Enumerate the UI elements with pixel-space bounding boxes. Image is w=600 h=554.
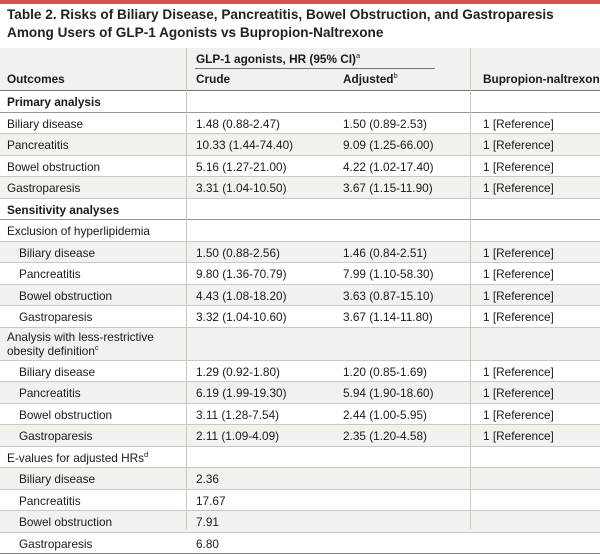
crude-hr-cell: 2.36 [196, 472, 219, 486]
adjusted-hr-cell: 1.50 (0.89-2.53) [343, 117, 427, 131]
reference-cell: 1 [Reference] [483, 181, 554, 195]
crude-hr-cell: 10.33 (1.44-74.40) [196, 138, 293, 152]
section-label: Sensitivity analyses [7, 203, 119, 217]
table-row: Pancreatitis 17.67 [0, 490, 600, 512]
adjusted-hr-cell: 1.20 (0.85-1.69) [343, 365, 427, 379]
reference-cell: 1 [Reference] [483, 246, 554, 260]
crude-hr-cell: 3.11 (1.28-7.54) [196, 408, 279, 422]
reference-cell: 1 [Reference] [483, 267, 554, 281]
crude-hr-cell: 1.48 (0.88-2.47) [196, 117, 280, 131]
adjusted-hr-cell: 3.63 (0.87-15.10) [343, 289, 434, 303]
adjusted-hr-cell: 7.99 (1.10-58.30) [343, 267, 434, 281]
crude-hr-cell: 4.43 (1.08-18.20) [196, 289, 287, 303]
adjusted-hr-cell: 2.35 (1.20-4.58) [343, 429, 427, 443]
crude-hr-cell: 1.50 (0.88-2.56) [196, 246, 280, 260]
section-row: Sensitivity analyses [0, 199, 600, 221]
adjusted-hr-cell: 1.46 (0.84-2.51) [343, 246, 427, 260]
title-accent-bar [0, 0, 600, 4]
section-label: Primary analysis [7, 95, 101, 109]
crude-hr-cell: 9.80 (1.36-70.79) [196, 267, 287, 281]
adjusted-hr-cell: 5.94 (1.90-18.60) [343, 386, 434, 400]
adjusted-hr-cell: 4.22 (1.02-17.40) [343, 160, 434, 174]
crude-hr-cell: 3.32 (1.04-10.60) [196, 310, 287, 324]
crude-hr-cell: 6.80 [196, 537, 219, 551]
outcome-cell: Gastroparesis [19, 310, 92, 324]
crude-hr-cell: 17.67 [196, 494, 226, 508]
crude-hr-cell: 3.31 (1.04-10.50) [196, 181, 287, 195]
outcome-cell: Pancreatitis [19, 267, 81, 281]
results-table: GLP-1 agonists, HR (95% CI)a Outcomes Cr… [0, 48, 600, 554]
table-row: Bowel obstruction 4.43 (1.08-18.20) 3.63 (… [0, 285, 600, 307]
outcome-cell: Biliary disease [19, 246, 95, 260]
column-divider [470, 48, 471, 529]
reference-cell: 1 [Reference] [483, 408, 554, 422]
outcome-cell: Biliary disease [19, 365, 95, 379]
reference-cell: 1 [Reference] [483, 289, 554, 303]
subsection-label: E-values for adjusted HRsd [7, 451, 148, 465]
reference-cell: 1 [Reference] [483, 138, 554, 152]
glp1-group-header: GLP-1 agonists, HR (95% CI)a [196, 52, 360, 66]
outcome-cell: Pancreatitis [7, 138, 69, 152]
table-row: Bowel obstruction 3.11 (1.28-7.54) 2.44 (1… [0, 404, 600, 426]
outcome-cell: Pancreatitis [19, 386, 81, 400]
outcome-cell: Biliary disease [19, 472, 95, 486]
table-row: Pancreatitis 6.19 (1.99-19.30) 5.94 (1.90-… [0, 382, 600, 404]
adjusted-hr-cell: 2.44 (1.00-5.95) [343, 408, 427, 422]
table-figure: Table 2. Risks of Biliary Disease, Pancr… [0, 0, 600, 532]
table-row: Gastroparesis 6.80 [0, 533, 600, 554]
subsection-label: Exclusion of hyperlipidemia [7, 224, 150, 238]
outcome-cell: Bowel obstruction [19, 515, 112, 529]
table-row: Biliary disease 1.48 (0.88-2.47) 1.50 (0.8… [0, 113, 600, 135]
subsection-label: Analysis with less-restrictive obesity d… [7, 330, 187, 358]
outcome-cell: Gastroparesis [19, 537, 92, 551]
reference-cell: 1 [Reference] [483, 429, 554, 443]
adjusted-column-header: Adjustedb [343, 72, 398, 86]
adjusted-hr-cell: 3.67 (1.14-11.80) [343, 310, 433, 324]
column-divider [186, 48, 187, 529]
section-row: Primary analysis [0, 91, 600, 113]
reference-cell: 1 [Reference] [483, 365, 554, 379]
table-row: Biliary disease 2.36 [0, 468, 600, 490]
table-body: Primary analysis Biliary disease 1.48 (0.8… [0, 91, 600, 554]
table-row: Bowel obstruction 7.91 [0, 511, 600, 533]
table-title-line-2: Among Users of GLP-1 Agonists vs Bupropi… [7, 24, 593, 42]
crude-column-header: Crude [196, 72, 230, 86]
table-row: Gastroparesis 2.11 (1.09-4.09) 2.35 (1.20-… [0, 425, 600, 447]
crude-hr-cell: 6.19 (1.99-19.30) [196, 386, 287, 400]
table-row: Biliary disease 1.29 (0.92-1.80) 1.20 (0.8… [0, 361, 600, 383]
outcome-cell: Bowel obstruction [7, 160, 100, 174]
outcome-cell: Gastroparesis [19, 429, 92, 443]
table-title-line-1: Table 2. Risks of Biliary Disease, Pancr… [7, 6, 593, 24]
reference-cell: 1 [Reference] [483, 310, 554, 324]
table-row: Gastroparesis 3.31 (1.04-10.50) 3.67 (1.15… [0, 177, 600, 199]
outcome-cell: Gastroparesis [7, 181, 80, 195]
outcome-cell: Biliary disease [7, 117, 83, 131]
table-row: Pancreatitis 10.33 (1.44-74.40) 9.09 (1.25… [0, 134, 600, 156]
table-row: Pancreatitis 9.80 (1.36-70.79) 7.99 (1.10-… [0, 263, 600, 285]
reference-cell: 1 [Reference] [483, 160, 554, 174]
group-header-rule [195, 68, 435, 69]
table-row: Gastroparesis 3.32 (1.04-10.60) 3.67 (1.14… [0, 306, 600, 328]
crude-hr-cell: 1.29 (0.92-1.80) [196, 365, 280, 379]
crude-hr-cell: 2.11 (1.09-4.09) [196, 429, 279, 443]
table-header: GLP-1 agonists, HR (95% CI)a Outcomes Cr… [0, 48, 600, 91]
outcome-cell: Bowel obstruction [19, 408, 112, 422]
reference-cell: 1 [Reference] [483, 117, 554, 131]
subsection-row: Exclusion of hyperlipidemia [0, 220, 600, 242]
table-title: Table 2. Risks of Biliary Disease, Pancr… [7, 6, 593, 42]
outcomes-column-header: Outcomes [7, 72, 65, 86]
table-row: Bowel obstruction 5.16 (1.27-21.00) 4.22 (… [0, 156, 600, 178]
crude-hr-cell: 5.16 (1.27-21.00) [196, 160, 287, 174]
reference-cell: 1 [Reference] [483, 386, 554, 400]
subsection-row: E-values for adjusted HRsd [0, 447, 600, 469]
adjusted-hr-cell: 9.09 (1.25-66.00) [343, 138, 434, 152]
adjusted-hr-cell: 3.67 (1.15-11.90) [343, 181, 433, 195]
crude-hr-cell: 7.91 [196, 515, 219, 529]
outcome-cell: Bowel obstruction [19, 289, 112, 303]
outcome-cell: Pancreatitis [19, 494, 81, 508]
subsection-row: Analysis with less-restrictive obesity d… [0, 328, 600, 361]
bupropion-column-header: Bupropion-naltrexone [483, 72, 600, 86]
table-row: Biliary disease 1.50 (0.88-2.56) 1.46 (0.8… [0, 242, 600, 264]
